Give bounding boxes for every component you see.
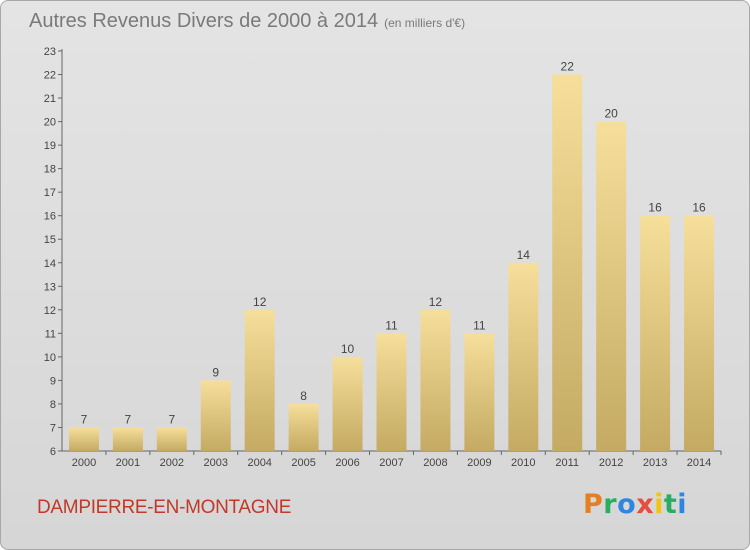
y-tick-label: 7 bbox=[50, 422, 56, 434]
y-tick-label: 14 bbox=[44, 258, 56, 270]
data-label: 8 bbox=[300, 389, 307, 403]
data-label: 7 bbox=[125, 412, 132, 426]
y-tick-label: 18 bbox=[44, 164, 56, 176]
y-tick-label: 17 bbox=[44, 187, 56, 199]
y-tick-label: 22 bbox=[44, 70, 56, 82]
data-label: 12 bbox=[253, 295, 267, 309]
bar bbox=[552, 74, 583, 451]
x-tick-label: 2004 bbox=[247, 457, 271, 469]
data-label: 7 bbox=[168, 412, 175, 426]
data-label: 16 bbox=[648, 201, 662, 215]
x-tick-label: 2011 bbox=[555, 457, 579, 469]
bar bbox=[244, 309, 275, 451]
y-tick-label: 21 bbox=[44, 93, 56, 105]
x-tick-label: 2010 bbox=[511, 457, 535, 469]
y-tick-label: 15 bbox=[44, 234, 56, 246]
bar bbox=[200, 380, 231, 451]
chart-title: Autres Revenus Divers de 2000 à 2014 (en … bbox=[29, 10, 465, 33]
y-tick-label: 16 bbox=[44, 211, 56, 223]
y-tick-label: 11 bbox=[45, 328, 56, 340]
x-tick-label: 2001 bbox=[116, 457, 140, 469]
data-label: 20 bbox=[604, 107, 618, 121]
y-tick-label: 13 bbox=[44, 281, 56, 293]
bar bbox=[640, 215, 671, 451]
x-tick-label: 2008 bbox=[423, 457, 447, 469]
logo-letter: t bbox=[663, 489, 678, 520]
x-tick-label: 2006 bbox=[335, 457, 359, 469]
data-label: 22 bbox=[561, 60, 575, 74]
x-tick-label: 2005 bbox=[291, 457, 315, 469]
x-tick-label: 2013 bbox=[643, 457, 667, 469]
bar bbox=[332, 356, 363, 451]
bar bbox=[156, 427, 187, 451]
logo-letter: P bbox=[583, 489, 604, 520]
bar bbox=[596, 121, 627, 452]
data-label: 7 bbox=[81, 412, 88, 426]
y-tick-label: 20 bbox=[44, 117, 56, 129]
data-label: 16 bbox=[692, 201, 706, 215]
logo-letter: x bbox=[636, 489, 655, 520]
x-tick-label: 2014 bbox=[687, 457, 711, 469]
logo-letter: i bbox=[654, 489, 664, 520]
labels: 6 7 8 9 10 11 12 13 14 15 16 17 18 19 20 21 22 23 2000 7 200… bbox=[44, 46, 712, 469]
commune-name: DAMPIERRE-EN-MONTAGNE bbox=[37, 497, 292, 518]
x-tick-label: 2012 bbox=[599, 457, 623, 469]
y-tick-label: 19 bbox=[44, 140, 56, 152]
y-tick-label: 6 bbox=[50, 446, 56, 458]
bar bbox=[376, 333, 407, 451]
logo-letter: r bbox=[603, 489, 618, 520]
x-tick-label: 2000 bbox=[72, 457, 96, 469]
proxiti-logo: Proxiti bbox=[583, 489, 687, 520]
data-label: 11 bbox=[385, 318, 398, 332]
bar bbox=[684, 215, 715, 451]
data-label: 14 bbox=[517, 248, 531, 262]
bar bbox=[420, 309, 451, 451]
y-tick-label: 8 bbox=[50, 399, 56, 411]
bar bbox=[288, 403, 319, 451]
x-tick-label: 2002 bbox=[160, 457, 184, 469]
chart-title-text: Autres Revenus Divers de 2000 à 2014 bbox=[29, 10, 379, 32]
y-tick-label: 9 bbox=[50, 375, 56, 387]
bar bbox=[68, 427, 99, 451]
y-tick-label: 12 bbox=[44, 305, 56, 317]
logo-letter: i bbox=[677, 489, 688, 520]
chart-subtitle: (en milliers d'€) bbox=[384, 16, 466, 30]
bar bbox=[464, 333, 495, 451]
bar bbox=[112, 427, 143, 451]
data-label: 9 bbox=[212, 365, 219, 379]
y-tick-label: 23 bbox=[44, 46, 56, 58]
x-tick-label: 2009 bbox=[467, 457, 491, 469]
data-label: 12 bbox=[429, 295, 443, 309]
bar bbox=[508, 262, 539, 451]
x-tick-label: 2003 bbox=[204, 457, 228, 469]
data-label: 10 bbox=[341, 342, 355, 356]
data-label: 11 bbox=[473, 318, 486, 332]
x-tick-label: 2007 bbox=[379, 457, 403, 469]
logo-letter: o bbox=[617, 489, 637, 520]
bars bbox=[68, 74, 715, 452]
y-tick-label: 10 bbox=[44, 352, 56, 364]
